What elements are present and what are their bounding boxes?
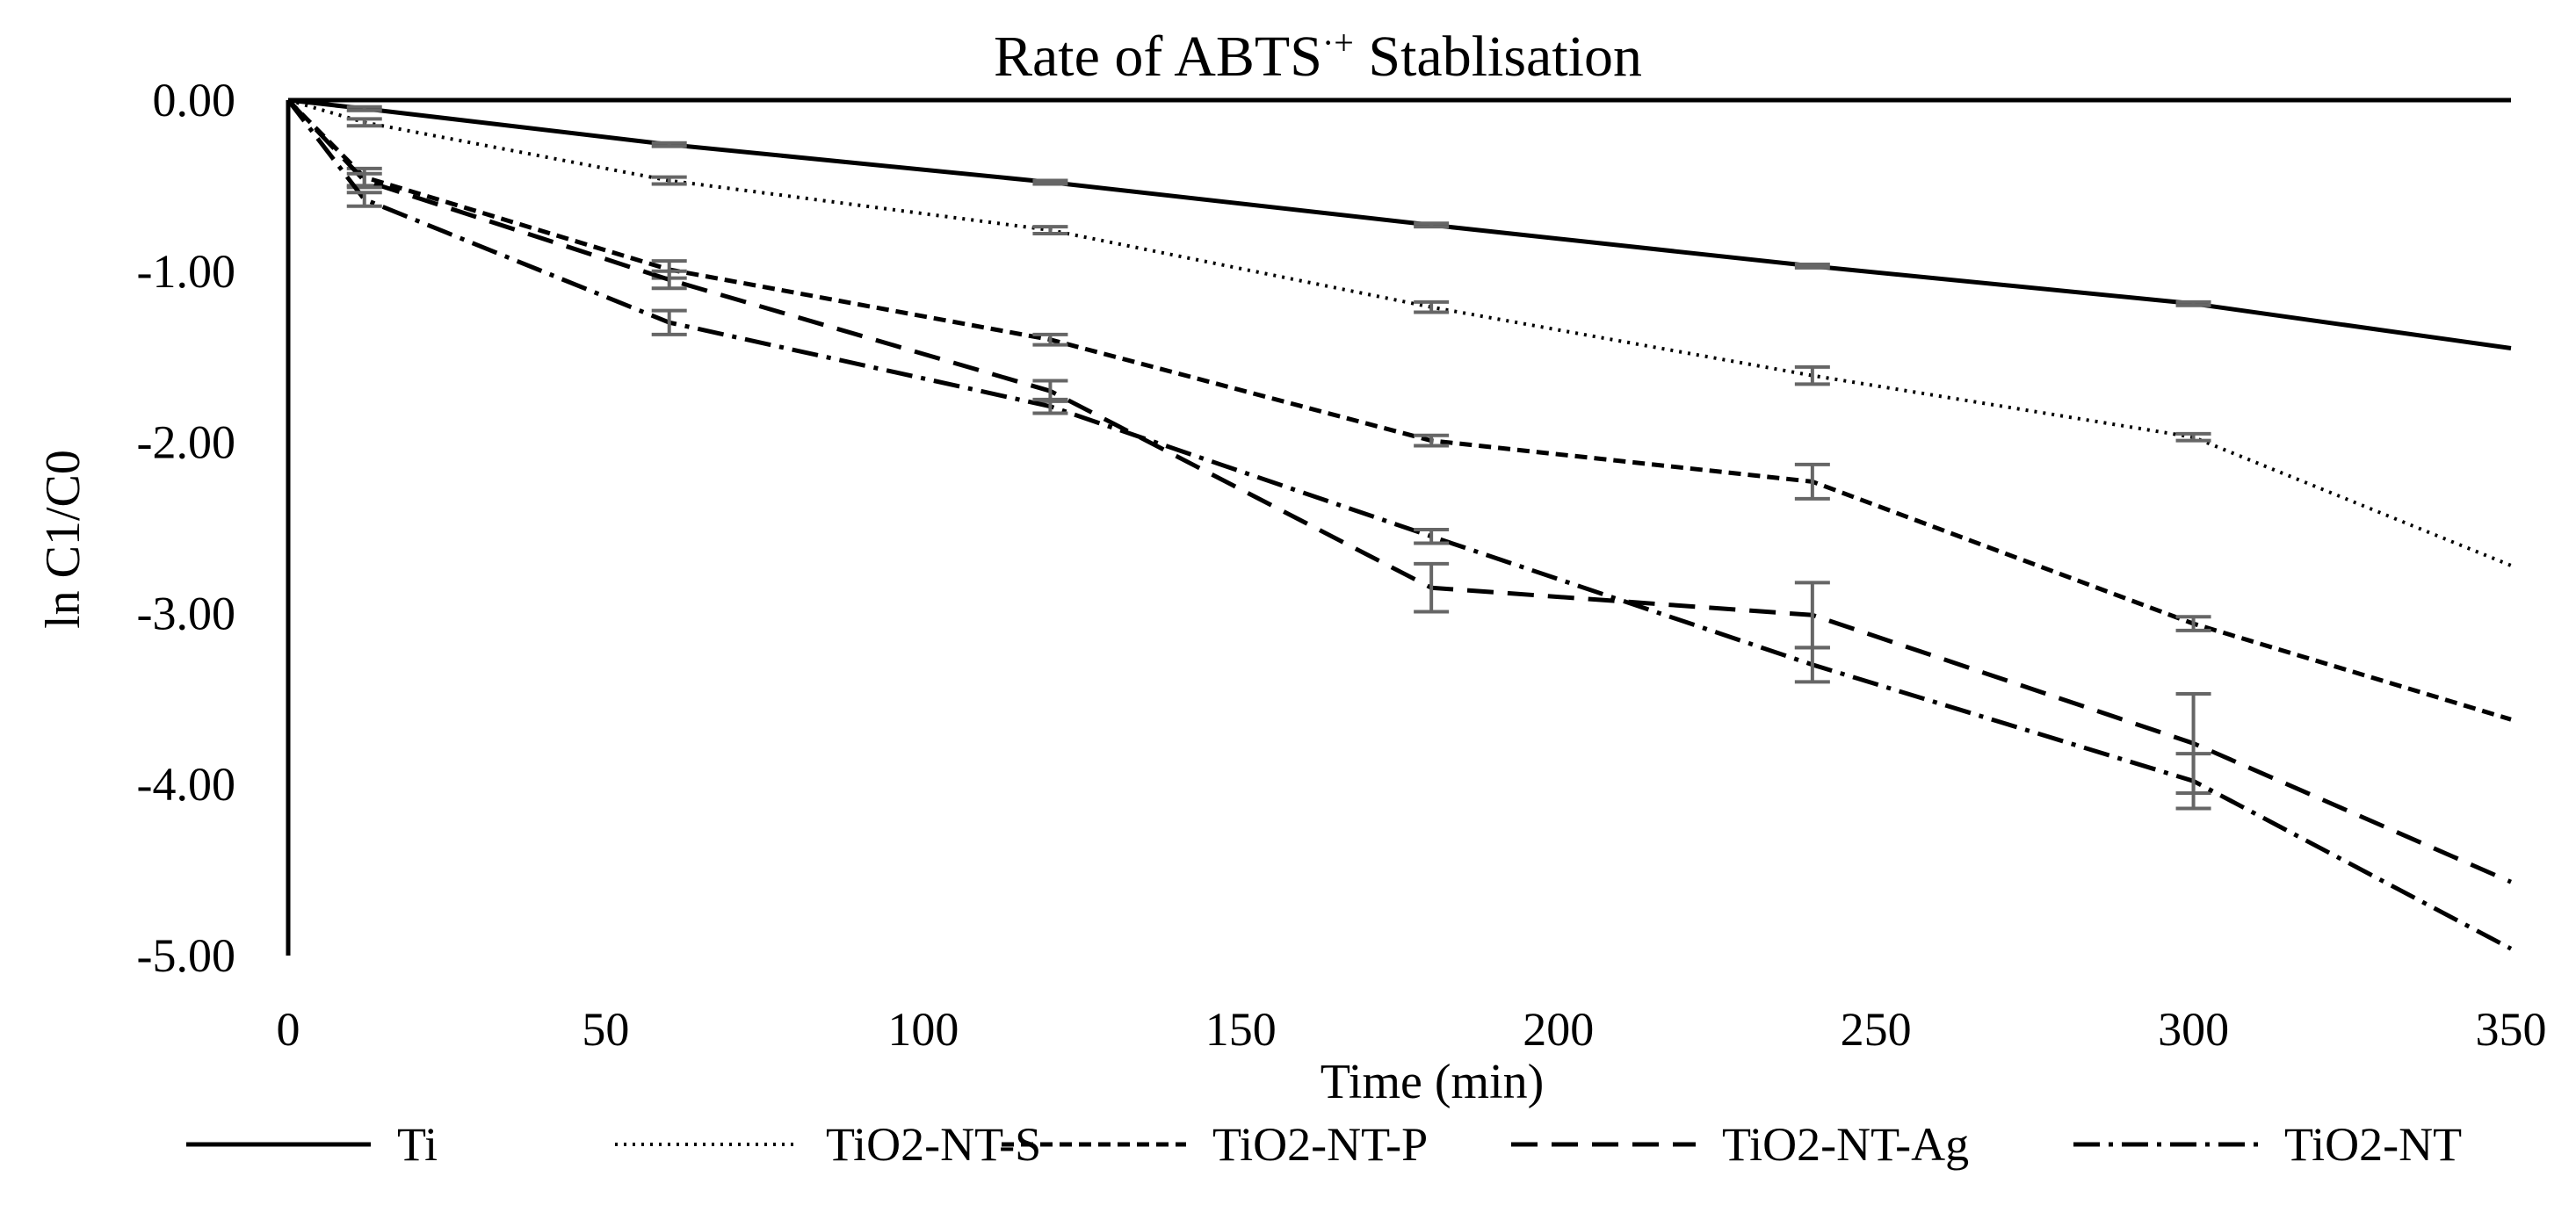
- x-tick-label: 0: [277, 1003, 300, 1056]
- y-tick-label: 0.00: [153, 74, 236, 126]
- chart: Rate of ABTS·+ Stablisation 0.00 -1.00 -2.…: [0, 0, 2576, 1205]
- chart-title-superscript: ·+: [1322, 23, 1354, 62]
- chart-title-main: Rate of ABTS: [994, 25, 1322, 89]
- error-bar: [347, 107, 382, 111]
- error-bar: [1032, 181, 1067, 184]
- legend-label: TiO2-NT: [2284, 1118, 2462, 1171]
- y-tick-label: -3.00: [137, 587, 235, 639]
- x-tick-label: 150: [1205, 1003, 1277, 1056]
- chart-title: Rate of ABTS·+ Stablisation: [994, 23, 1642, 89]
- error-bar: [2176, 302, 2211, 306]
- error-bar: [1414, 223, 1449, 227]
- y-tick-label: -1.00: [137, 245, 235, 298]
- error-bar: [652, 143, 687, 147]
- x-tick-label: 50: [582, 1003, 629, 1056]
- y-tick-label: -5.00: [137, 929, 235, 982]
- legend-label: Ti: [397, 1118, 438, 1171]
- x-tick-label: 250: [1841, 1003, 1912, 1056]
- legend-label: TiO2-NT-P: [1212, 1118, 1428, 1171]
- x-axis-title: Time (min): [1321, 1055, 1545, 1109]
- x-tick-label: 350: [2476, 1003, 2547, 1056]
- y-axis-title: ln C1/C0: [36, 450, 90, 629]
- x-tick-label: 300: [2158, 1003, 2229, 1056]
- x-tick-label: 200: [1523, 1003, 1594, 1056]
- chart-title-suffix: Stablisation: [1354, 25, 1642, 89]
- y-tick-label: -2.00: [137, 416, 235, 469]
- legend-label: TiO2-NT-Ag: [1722, 1118, 1969, 1171]
- x-tick-label: 100: [887, 1003, 959, 1056]
- error-bar: [1795, 264, 1830, 268]
- y-tick-label: -4.00: [137, 758, 235, 811]
